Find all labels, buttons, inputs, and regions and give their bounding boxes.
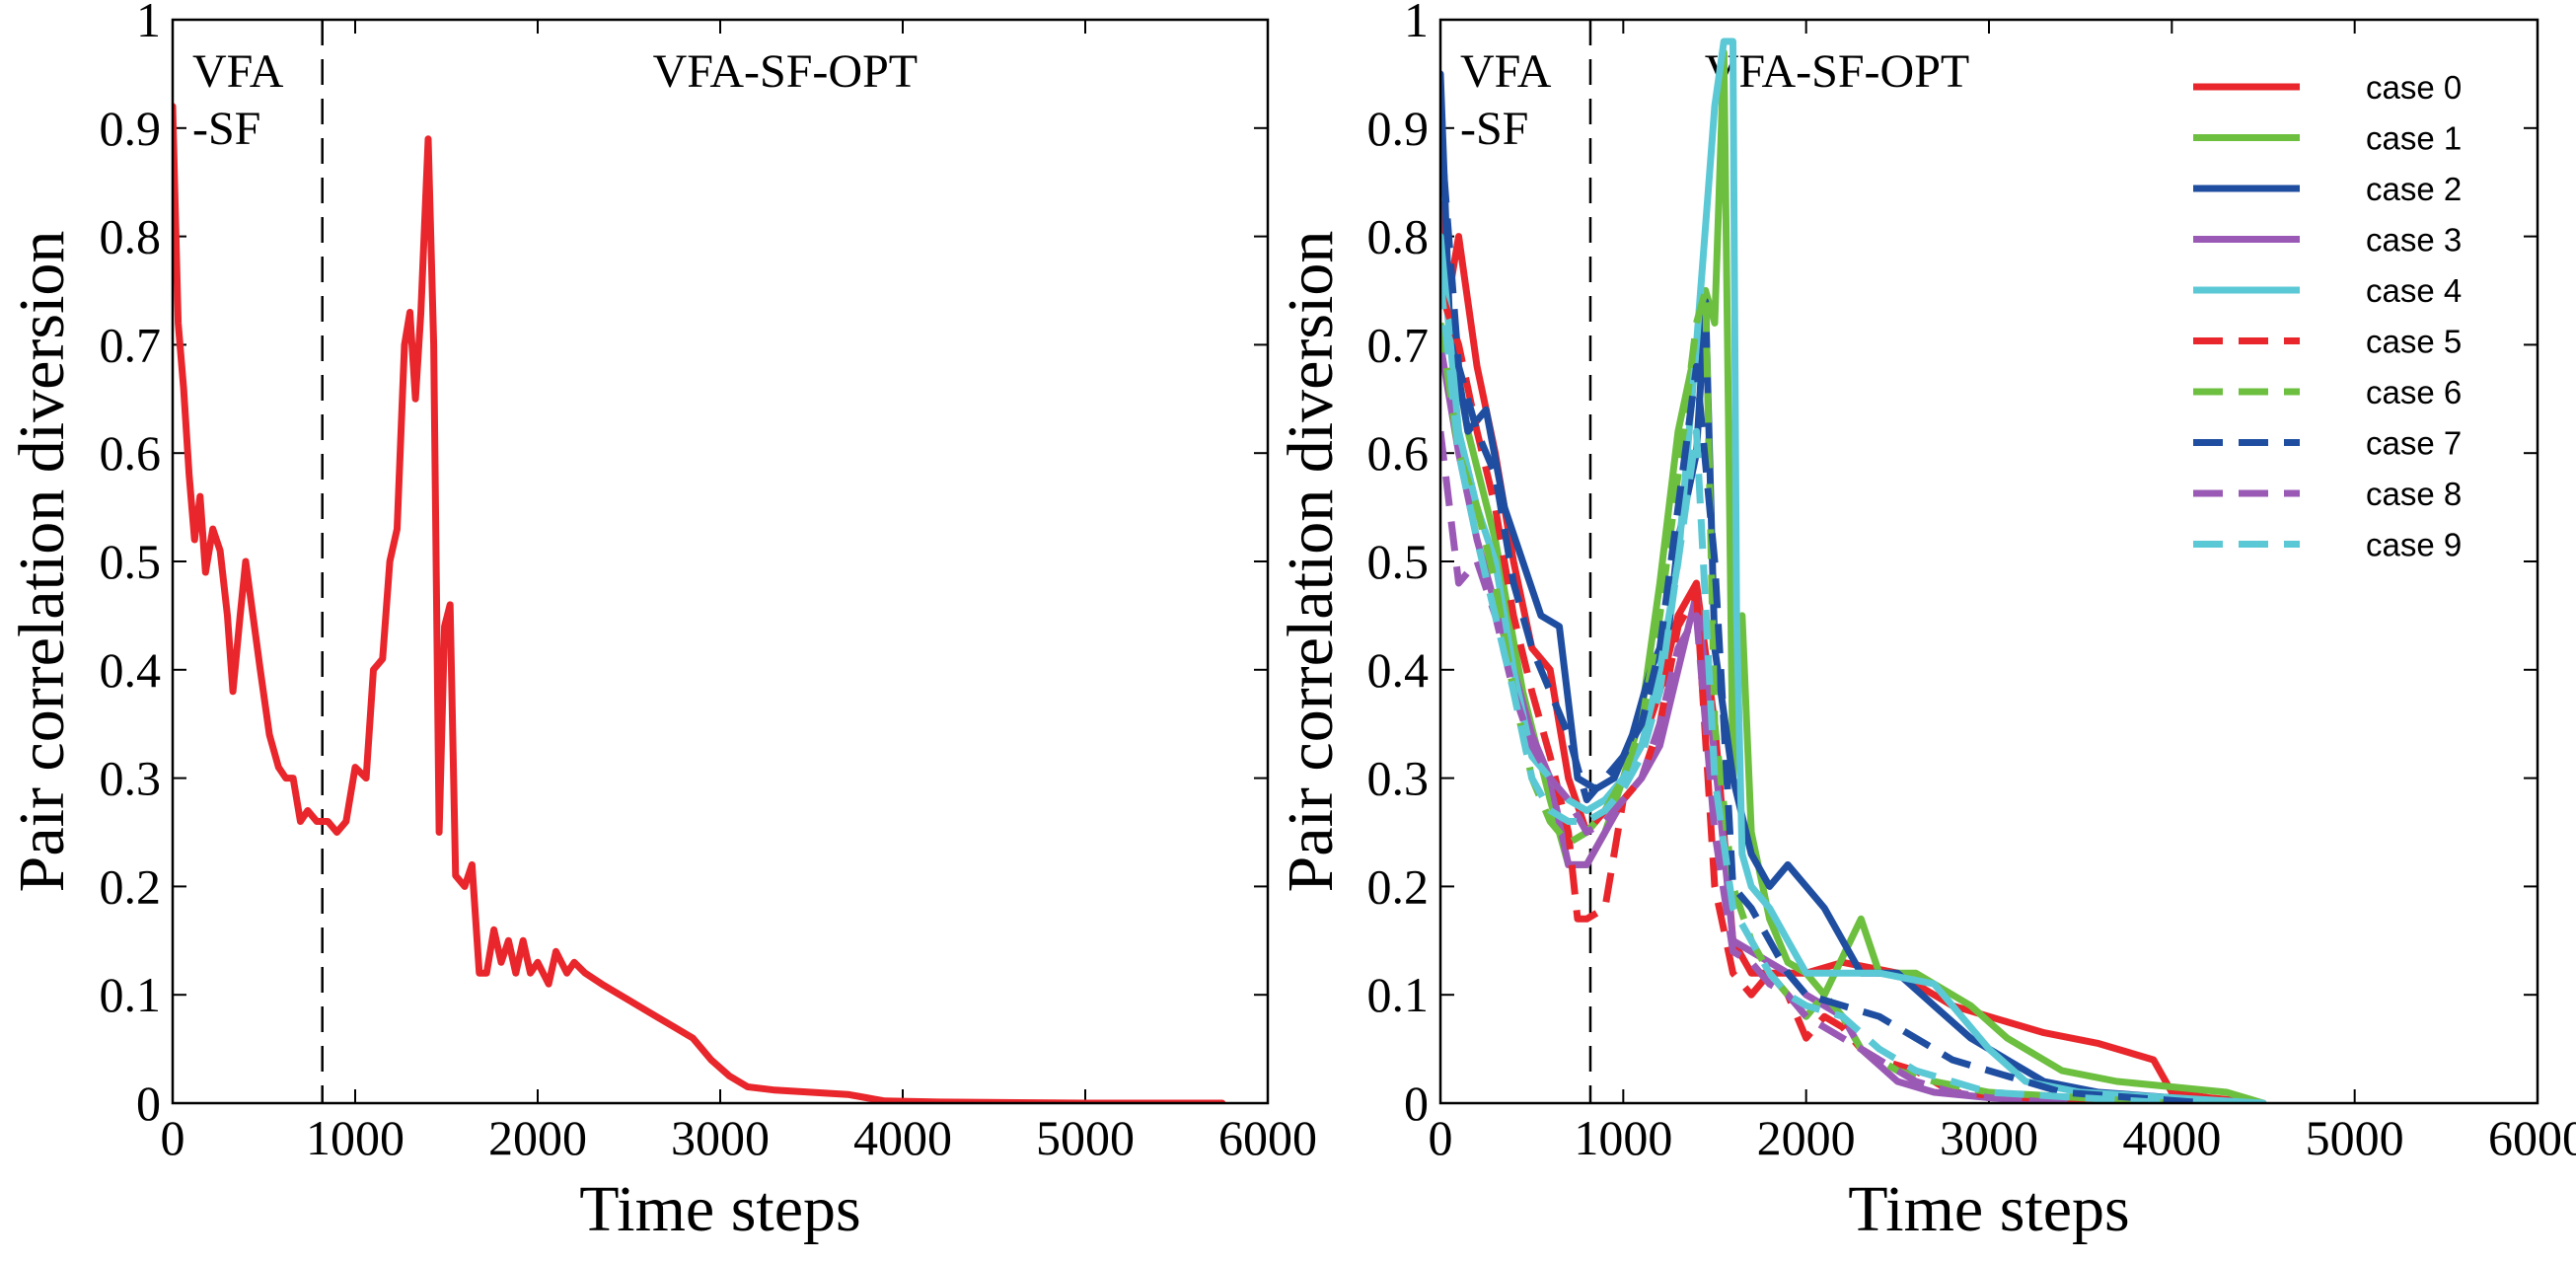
y-tick-label: 0.8 bbox=[100, 209, 162, 264]
chart-panel-1: 0 1000 2000 3000 4000 5000 6000 0 0.1 0.2 0.3 0.4 0.… bbox=[6, 0, 1317, 1245]
region-label-vfa-sf: VFA bbox=[1460, 45, 1552, 98]
x-tick-label: 4000 bbox=[2122, 1110, 2221, 1165]
series-group bbox=[173, 103, 1226, 1103]
x-tick-label: 5000 bbox=[1036, 1110, 1135, 1165]
y-tick-label: 0.7 bbox=[100, 317, 162, 372]
series-line-case-7 bbox=[1440, 127, 2209, 1103]
y-tick-label: 0.5 bbox=[100, 534, 162, 589]
x-tick-label: 5000 bbox=[2306, 1110, 2404, 1165]
series-line-case-8 bbox=[1440, 430, 2063, 1103]
legend-label: case 9 bbox=[2366, 527, 2462, 563]
y-tick-label: 0.9 bbox=[1367, 101, 1430, 156]
chart-panel-2: 0 1000 2000 3000 4000 5000 6000 0 0.1 0.2 0.3 0.4 0.… bbox=[1275, 0, 2576, 1245]
legend-label: case 1 bbox=[2366, 120, 2462, 157]
x-axis-title: Time steps bbox=[579, 1173, 860, 1245]
y-tick-label: 0.3 bbox=[100, 751, 162, 806]
region-label-vfa-sf: -SF bbox=[1460, 103, 1528, 155]
series-line-case-2 bbox=[1440, 70, 2248, 1103]
region-label-vfa-sf: -SF bbox=[192, 103, 260, 155]
y-tick-label: 0.4 bbox=[1367, 642, 1430, 698]
y-tick-label: 0.2 bbox=[1367, 858, 1430, 914]
y-tick-label: 1 bbox=[136, 0, 161, 47]
y-tick-label: 0.5 bbox=[1367, 534, 1430, 589]
y-tick-label: 0.2 bbox=[100, 858, 162, 914]
x-tick-label: 6000 bbox=[2488, 1110, 2576, 1165]
x-tick-label: 0 bbox=[161, 1110, 185, 1165]
x-tick-label: 6000 bbox=[1218, 1110, 1317, 1165]
series-line-case-1 bbox=[1440, 48, 2267, 1103]
y-tick-label: 0.3 bbox=[1367, 751, 1430, 806]
x-tick-label: 3000 bbox=[1940, 1110, 2038, 1165]
x-tick-label: 1000 bbox=[306, 1110, 405, 1165]
y-tick-label: 0.6 bbox=[1367, 425, 1430, 481]
region-label-vfa-sf-opt: VFA-SF-OPT bbox=[653, 45, 919, 98]
series-line-case-0 bbox=[1440, 200, 2267, 1103]
legend-label: case 7 bbox=[2366, 425, 2462, 462]
y-axis-title: Pair correlation diversion bbox=[1275, 231, 1347, 893]
y-tick-label: 0.9 bbox=[100, 101, 162, 156]
plot-frame bbox=[1438, 18, 2539, 1105]
legend-label: case 5 bbox=[2366, 324, 2462, 360]
x-tick-label: 0 bbox=[1429, 1110, 1453, 1165]
y-axis-title: Pair correlation diversion bbox=[6, 231, 78, 893]
y-tick-label: 0.8 bbox=[1367, 209, 1430, 264]
series-line-case-9 bbox=[1440, 279, 2172, 1103]
region-label-vfa-sf: VFA bbox=[192, 45, 284, 98]
y-tick-label: 0 bbox=[136, 1076, 161, 1131]
series-line-case-0 bbox=[173, 103, 1226, 1103]
legend-label: case 2 bbox=[2366, 171, 2462, 207]
legend-label: case 0 bbox=[2366, 69, 2462, 106]
series-line-case-6 bbox=[1440, 287, 2172, 1103]
region-label-vfa-sf-opt: VFA-SF-OPT bbox=[1705, 45, 1970, 98]
legend-label: case 8 bbox=[2366, 476, 2462, 512]
x-tick-label: 2000 bbox=[488, 1110, 587, 1165]
legend: case 0 case 1 case 2 case 3 case 4 case 5 case… bbox=[2193, 69, 2462, 563]
x-tick-label: 2000 bbox=[1757, 1110, 1856, 1165]
series-line-case-3 bbox=[1440, 340, 2085, 1103]
y-tick-label: 0.1 bbox=[1367, 967, 1430, 1022]
y-tick-label: 0.7 bbox=[1367, 317, 1430, 372]
y-tick-label: 0.6 bbox=[100, 425, 162, 481]
legend-label: case 3 bbox=[2366, 222, 2462, 259]
y-tick-label: 1 bbox=[1404, 0, 1429, 47]
legend-label: case 6 bbox=[2366, 374, 2462, 410]
x-tick-label: 4000 bbox=[853, 1110, 952, 1165]
series-group bbox=[1440, 37, 2267, 1103]
x-tick-label: 1000 bbox=[1574, 1110, 1672, 1165]
x-axis-title: Time steps bbox=[1848, 1173, 2129, 1245]
plot-frame bbox=[171, 18, 1270, 1105]
y-tick-label: 0.4 bbox=[100, 642, 162, 698]
series-line-case-4 bbox=[1440, 37, 2267, 1103]
legend-label: case 4 bbox=[2366, 272, 2462, 309]
x-tick-label: 3000 bbox=[671, 1110, 770, 1165]
y-tick-label: 0.1 bbox=[100, 967, 162, 1022]
y-tick-label: 0 bbox=[1404, 1076, 1429, 1131]
